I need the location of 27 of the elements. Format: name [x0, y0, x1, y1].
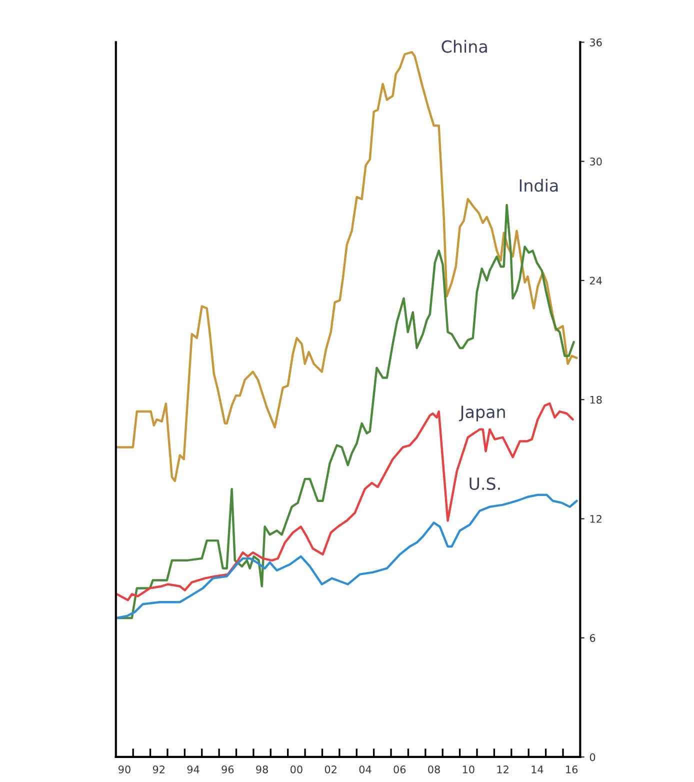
- y-tick-label: 30: [590, 158, 602, 166]
- y-tick-label: 12: [590, 514, 602, 523]
- y-tick-label: 18: [590, 396, 602, 404]
- y-tick-label: 24: [590, 276, 602, 284]
- x-tick-label: 02: [324, 765, 336, 774]
- x-tick-label: 14: [532, 766, 544, 774]
- x-tick-label: 94: [187, 765, 200, 774]
- x-tick-label: 06: [394, 765, 406, 774]
- series-label: Japan: [458, 406, 505, 422]
- x-tick-label: 90: [118, 765, 130, 774]
- y-tick-label: 6: [590, 634, 596, 642]
- series-label: India: [520, 178, 558, 192]
- x-tick-label: 08: [428, 765, 440, 774]
- x-tick-label: 04: [359, 765, 372, 774]
- x-tick-label: 10: [462, 765, 474, 774]
- series-label: China: [442, 40, 487, 53]
- series-label: U.S.: [470, 477, 500, 490]
- x-tick-label: 16: [566, 765, 578, 774]
- x-tick-label: 96: [222, 765, 234, 774]
- line-series: [116, 494, 578, 620]
- y-tick-label: 36: [590, 38, 602, 46]
- x-tick-label: 92: [152, 765, 164, 774]
- y-tick-label: 0: [590, 753, 596, 762]
- x-tick-label: 12: [497, 765, 508, 774]
- x-tick-label: 98: [256, 765, 268, 774]
- x-tick-label: 00: [290, 765, 302, 774]
- line-series: [116, 402, 574, 602]
